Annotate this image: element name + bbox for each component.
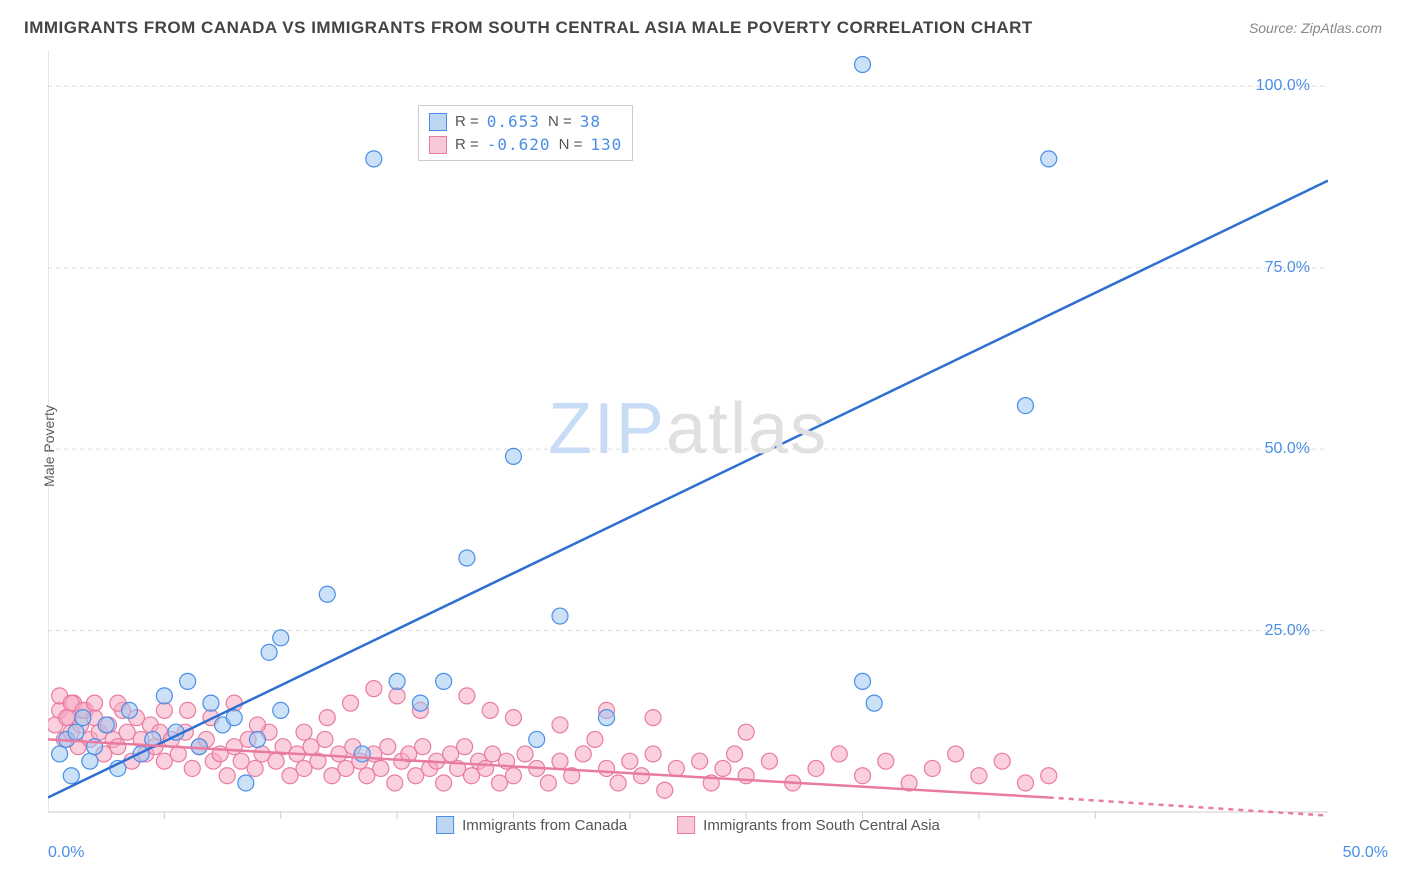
legend-label-canada: Immigrants from Canada bbox=[462, 817, 627, 834]
y-tick-label: 25.0% bbox=[1265, 622, 1310, 640]
legend-swatch-canada bbox=[436, 816, 454, 834]
stats-row-sca: R = -0.620 N = 130 bbox=[429, 133, 622, 156]
x-tick-max: 50.0% bbox=[1343, 844, 1388, 862]
y-tick-label: 100.0% bbox=[1256, 77, 1310, 95]
chart-area: ZIPatlas R = 0.653 N = 38 R = -0.620 N =… bbox=[48, 50, 1328, 840]
legend-item-sca: Immigrants from South Central Asia bbox=[677, 816, 940, 834]
n-value-sca: 130 bbox=[590, 135, 622, 154]
r-value-sca: -0.620 bbox=[487, 135, 551, 154]
legend-swatch-sca bbox=[677, 816, 695, 834]
stats-row-canada: R = 0.653 N = 38 bbox=[429, 110, 622, 133]
source-attribution: Source: ZipAtlas.com bbox=[1249, 20, 1382, 36]
chart-title: IMMIGRANTS FROM CANADA VS IMMIGRANTS FRO… bbox=[24, 18, 1033, 38]
swatch-canada bbox=[429, 113, 447, 131]
swatch-sca bbox=[429, 136, 447, 154]
n-label: N = bbox=[559, 136, 583, 153]
r-label: R = bbox=[455, 136, 479, 153]
legend-label-sca: Immigrants from South Central Asia bbox=[703, 817, 940, 834]
n-label: N = bbox=[548, 113, 572, 130]
stats-legend: R = 0.653 N = 38 R = -0.620 N = 130 bbox=[418, 105, 633, 161]
y-tick-label: 50.0% bbox=[1265, 440, 1310, 458]
n-value-canada: 38 bbox=[580, 112, 601, 131]
legend-item-canada: Immigrants from Canada bbox=[436, 816, 627, 834]
y-tick-label: 75.0% bbox=[1265, 259, 1310, 277]
scatter-chart bbox=[48, 50, 1328, 840]
r-value-canada: 0.653 bbox=[487, 112, 540, 131]
r-label: R = bbox=[455, 113, 479, 130]
bottom-legend: Immigrants from Canada Immigrants from S… bbox=[436, 816, 940, 834]
x-tick-min: 0.0% bbox=[48, 844, 84, 862]
